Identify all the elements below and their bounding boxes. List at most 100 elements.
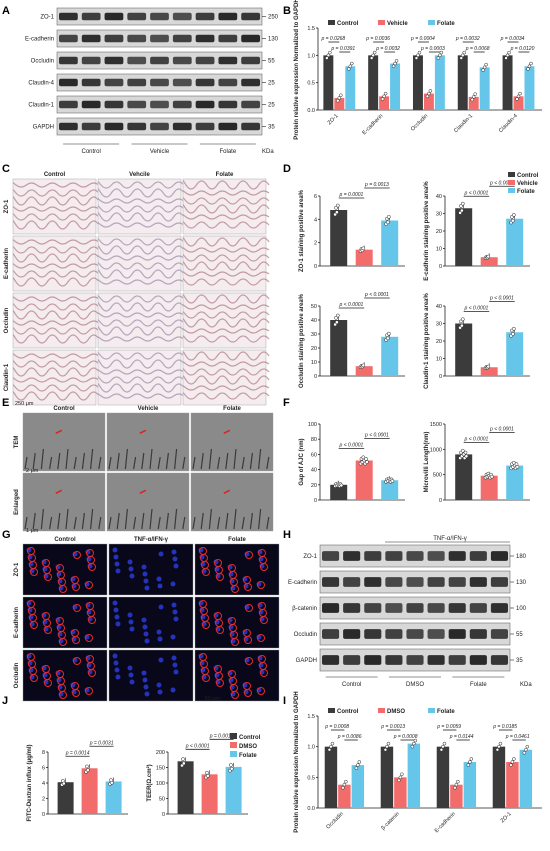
g-nucleus (129, 679, 135, 685)
i-point (400, 772, 404, 777)
c-tissue-fold (12, 391, 100, 401)
i-point (356, 763, 360, 767)
c-tissue-fold (12, 353, 100, 359)
c-tissue-fold (182, 311, 270, 319)
d2-ytick-label: 30 (436, 212, 442, 218)
g-stain (72, 689, 80, 697)
c-tissue-fold (182, 294, 270, 304)
g-nucleus (112, 547, 118, 553)
g-stain (257, 687, 265, 695)
d1-ytick-label: 2 (314, 241, 317, 247)
a-group-label: Vehicle (150, 149, 170, 155)
g-nucleus (141, 670, 147, 676)
g-stain (260, 616, 268, 624)
g-nucleus (170, 634, 176, 640)
g-nucleus (115, 674, 121, 680)
b-legend-swatch (328, 20, 335, 25)
b-point (382, 94, 386, 99)
a-band (59, 78, 78, 87)
e-microvillus (98, 516, 102, 530)
i-point (469, 757, 474, 761)
h-unit: KDa (520, 682, 532, 688)
a-band (59, 122, 78, 131)
h-marker-label: 100 (516, 606, 527, 612)
a-band (127, 78, 147, 87)
g-nucleus (144, 638, 150, 644)
c-tissue-fold (97, 245, 185, 255)
f1-pvalue: p < 0.0001 (364, 432, 389, 438)
b-bar (502, 55, 513, 110)
g-stain (257, 581, 265, 589)
a-band (59, 12, 78, 21)
e-microvillus (73, 516, 77, 530)
h-band (469, 551, 487, 561)
j1-bar (105, 781, 122, 814)
e-microvillus (73, 456, 77, 470)
g-nucleus (157, 689, 163, 695)
b-ytick-label: 1.5 (307, 26, 315, 32)
b-category-label: Occludin (410, 113, 429, 132)
d1-point (335, 203, 340, 208)
i-bar (519, 749, 533, 808)
h-row-label: GAPDH (296, 658, 317, 664)
d2-bar (506, 218, 524, 266)
e-arrow-icon (139, 489, 147, 494)
b-pvalue: p = 0.0032 (375, 46, 400, 52)
d1-ytick-label: 4 (314, 217, 317, 223)
j1-pvalue: p = 0.0014 (65, 750, 90, 756)
g-nucleus (143, 631, 149, 637)
d-legend-swatch (508, 172, 515, 177)
g-nucleus (171, 602, 177, 608)
e-microvillus (57, 452, 61, 470)
a-band (127, 56, 147, 65)
a-band (241, 122, 260, 131)
g-nucleus (129, 626, 135, 632)
j2-point (229, 766, 234, 771)
panel-label-g: G (2, 529, 11, 541)
a-band (150, 100, 169, 109)
d1-bar (355, 249, 373, 266)
panel-label-d: D (283, 163, 291, 175)
h-band (469, 655, 487, 665)
g-stain (44, 679, 52, 687)
i-point (468, 760, 472, 764)
e-microvillus (108, 456, 112, 470)
h-band (448, 655, 466, 665)
i-pvalue: p = 0.0461 (505, 734, 530, 740)
g-stain (245, 657, 253, 665)
b-point (414, 56, 419, 60)
h-band (448, 551, 466, 561)
f2-point (515, 465, 520, 469)
b-point (328, 50, 332, 55)
d2-ytick-label: 0 (439, 264, 442, 270)
h-band (427, 655, 445, 665)
a-band (127, 34, 147, 43)
e-microvillus (24, 516, 28, 530)
g-nucleus (128, 566, 134, 572)
g-nucleus (158, 604, 164, 610)
f2-ytick-label: 0 (439, 498, 442, 504)
d1-ylabel: ZO-1 staining positive area% (299, 189, 305, 272)
g-stain (73, 657, 81, 665)
d2-pvalue: p < 0.0001 (489, 180, 514, 186)
e-microvillus (40, 508, 44, 530)
e-arrow-icon (139, 429, 147, 434)
h-band (448, 629, 466, 639)
e-microvillus (266, 456, 270, 470)
i-point (466, 763, 471, 767)
e-col-label: Control (53, 406, 75, 412)
a-band (195, 100, 215, 109)
a-unit: KDa (262, 149, 274, 155)
g-stain (30, 568, 38, 576)
d4-ytick-label: 0 (439, 374, 442, 380)
i-legend-swatch (328, 708, 335, 713)
d1-pvalue: p = 0.0001 (339, 192, 364, 198)
c-tissue-fold (182, 335, 270, 343)
a-band (218, 100, 238, 109)
g-nucleus (173, 563, 179, 569)
g-nucleus (156, 629, 162, 635)
panel-label-e: E (2, 397, 9, 409)
a-marker-label: 250 (268, 15, 279, 21)
g-stain (202, 568, 210, 576)
